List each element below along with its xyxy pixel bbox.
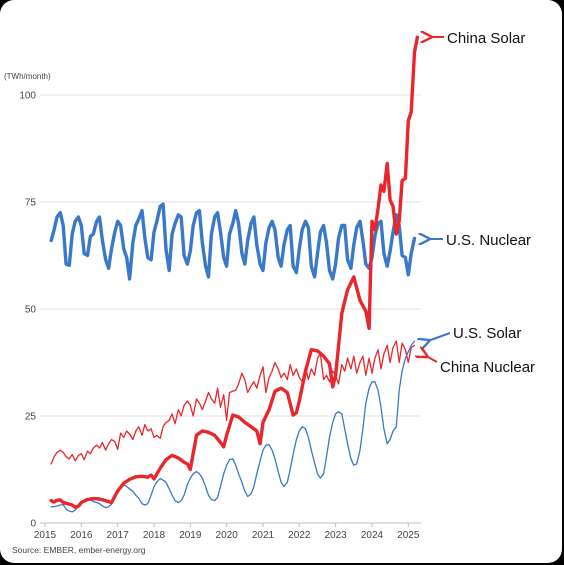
y-tick-label: 100 bbox=[19, 91, 36, 102]
x-tick-label: 2023 bbox=[325, 530, 348, 541]
axis-ticks: 0 25 50 75 100 2015 2016 2017 2018 2019 2020 2021 20… bbox=[19, 91, 420, 542]
x-tick-label: 2016 bbox=[70, 530, 93, 541]
x-tick-label: 2015 bbox=[34, 530, 57, 541]
x-tick-label: 2021 bbox=[252, 530, 275, 541]
label-arrow-us-solar bbox=[428, 332, 451, 341]
series-label-china-nuclear: China Nuclear bbox=[440, 359, 535, 376]
series-line-china-solar bbox=[49, 35, 420, 509]
series-line-u-s-nuclear bbox=[49, 202, 417, 281]
grid bbox=[40, 94, 421, 524]
x-tick-label: 2019 bbox=[179, 530, 202, 541]
y-tick-label: 50 bbox=[25, 305, 37, 316]
series-line-china-nuclear bbox=[50, 340, 416, 465]
x-tick-label: 2018 bbox=[143, 530, 166, 541]
series-label-us-nuclear: U.S. Nuclear bbox=[446, 232, 531, 249]
label-arrow-china-nuclear bbox=[426, 356, 438, 363]
series-label-us-solar: U.S. Solar bbox=[453, 325, 521, 342]
y-axis-unit-label: (TWh/month) bbox=[4, 72, 51, 81]
x-tick-label: 2025 bbox=[397, 530, 420, 541]
x-tick-label: 2020 bbox=[216, 530, 239, 541]
x-tick-label: 2022 bbox=[288, 530, 311, 541]
series-line-u-s-solar bbox=[50, 340, 416, 513]
y-tick-label: 25 bbox=[25, 412, 37, 423]
series-label-china-solar: China Solar bbox=[447, 30, 525, 47]
y-tick-label: 75 bbox=[25, 198, 37, 209]
source-note: Source: EMBER, ember-energy.org bbox=[12, 545, 146, 555]
series-labels: China Solar U.S. Nuclear U.S. Solar China N… bbox=[426, 30, 535, 376]
y-tick-label: 0 bbox=[30, 519, 36, 530]
x-tick-label: 2017 bbox=[107, 530, 130, 541]
series bbox=[49, 35, 420, 513]
x-tick-label: 2024 bbox=[361, 530, 384, 541]
